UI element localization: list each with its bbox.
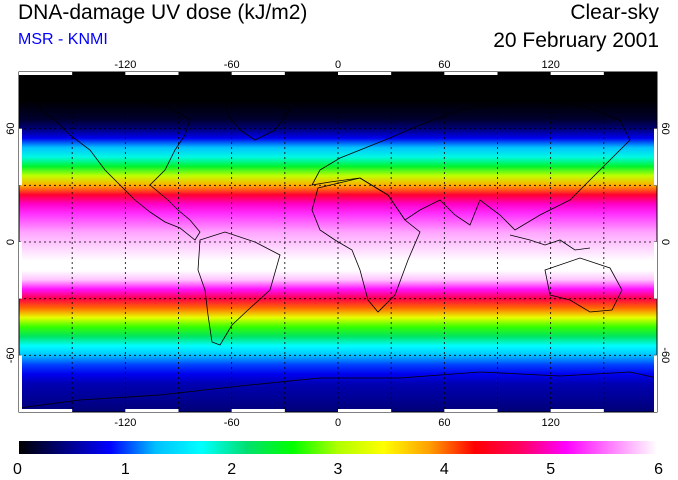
- frame-tick: [444, 72, 498, 75]
- bottom-lon-label: -120: [114, 417, 136, 429]
- frame-tick: [19, 409, 73, 412]
- frame-tick: [550, 409, 604, 412]
- left-lat-label: -60: [5, 347, 17, 363]
- frame-tick: [550, 72, 604, 75]
- top-axis: -120 -60 0 60 120: [19, 59, 604, 75]
- sky-condition-label: Clear-sky: [570, 1, 659, 24]
- frame-tick: [654, 355, 657, 412]
- colorbar-tick-label: 6: [654, 461, 663, 478]
- frame-tick: [231, 409, 285, 412]
- left-lat-label: 0: [5, 239, 17, 245]
- frame-tick: [444, 409, 498, 412]
- top-lon-label: -120: [114, 59, 136, 71]
- bottom-lon-label: 0: [335, 417, 341, 429]
- frame-tick: [19, 128, 22, 186]
- right-lat-label: 60: [659, 123, 671, 135]
- bottom-lon-label: 120: [541, 417, 559, 429]
- top-lon-label: 0: [335, 59, 341, 71]
- map-panel: -120 -60 0 60 120 -120 -60 0 60 120 60 0 -60 60 0 -6…: [5, 59, 671, 429]
- coastline-antarctica: [19, 371, 657, 409]
- coastlines: [19, 91, 657, 409]
- top-lon-label: -60: [224, 59, 240, 71]
- frame-tick: [19, 72, 73, 75]
- colorbar-tick-label: 0: [13, 461, 22, 478]
- colorbar: 0 1 2 3 4 5 6: [13, 441, 663, 478]
- right-axis: 60 0 -60: [654, 123, 671, 412]
- colorbar-tick-label: 2: [227, 461, 236, 478]
- frame-tick: [125, 409, 179, 412]
- colorbar-ticks: 0 1 2 3 4 5 6: [13, 461, 663, 478]
- coastline-maritime-continent: [509, 234, 591, 251]
- frame-tick: [19, 242, 22, 299]
- frame-tick: [125, 72, 179, 75]
- frame-tick: [338, 409, 392, 412]
- frame-tick: [338, 72, 392, 75]
- organization-label: MSR - KNMI: [18, 31, 108, 48]
- top-lon-label: 60: [438, 59, 450, 71]
- right-lat-label: 0: [659, 239, 671, 245]
- coastline-australia: [544, 257, 623, 313]
- colorbar-ramp: [19, 441, 657, 454]
- graticule: [19, 72, 657, 412]
- left-axis: 60 0 -60: [5, 123, 22, 412]
- colorbar-tick-label: 3: [334, 461, 343, 478]
- frame-tick: [654, 242, 657, 299]
- chart-title: DNA-damage UV dose (kJ/m2): [18, 1, 308, 24]
- colorbar-tick-label: 5: [546, 461, 555, 478]
- bottom-lon-label: 60: [438, 417, 450, 429]
- frame-tick: [654, 128, 657, 186]
- bottom-axis: -120 -60 0 60 120: [19, 409, 604, 429]
- coastline-eurasia: [311, 99, 631, 231]
- frame-tick: [231, 72, 285, 75]
- bottom-lon-label: -60: [224, 417, 240, 429]
- coastline-greenland: [224, 94, 291, 141]
- colorbar-tick-label: 1: [121, 461, 130, 478]
- date-label: 20 February 2001: [493, 29, 659, 52]
- frame-tick: [19, 355, 22, 412]
- right-lat-label: -60: [659, 347, 671, 363]
- colorbar-tick-label: 4: [440, 461, 449, 478]
- top-lon-label: 120: [541, 59, 559, 71]
- left-lat-label: 60: [5, 123, 17, 135]
- coastline-north-america: [39, 91, 201, 241]
